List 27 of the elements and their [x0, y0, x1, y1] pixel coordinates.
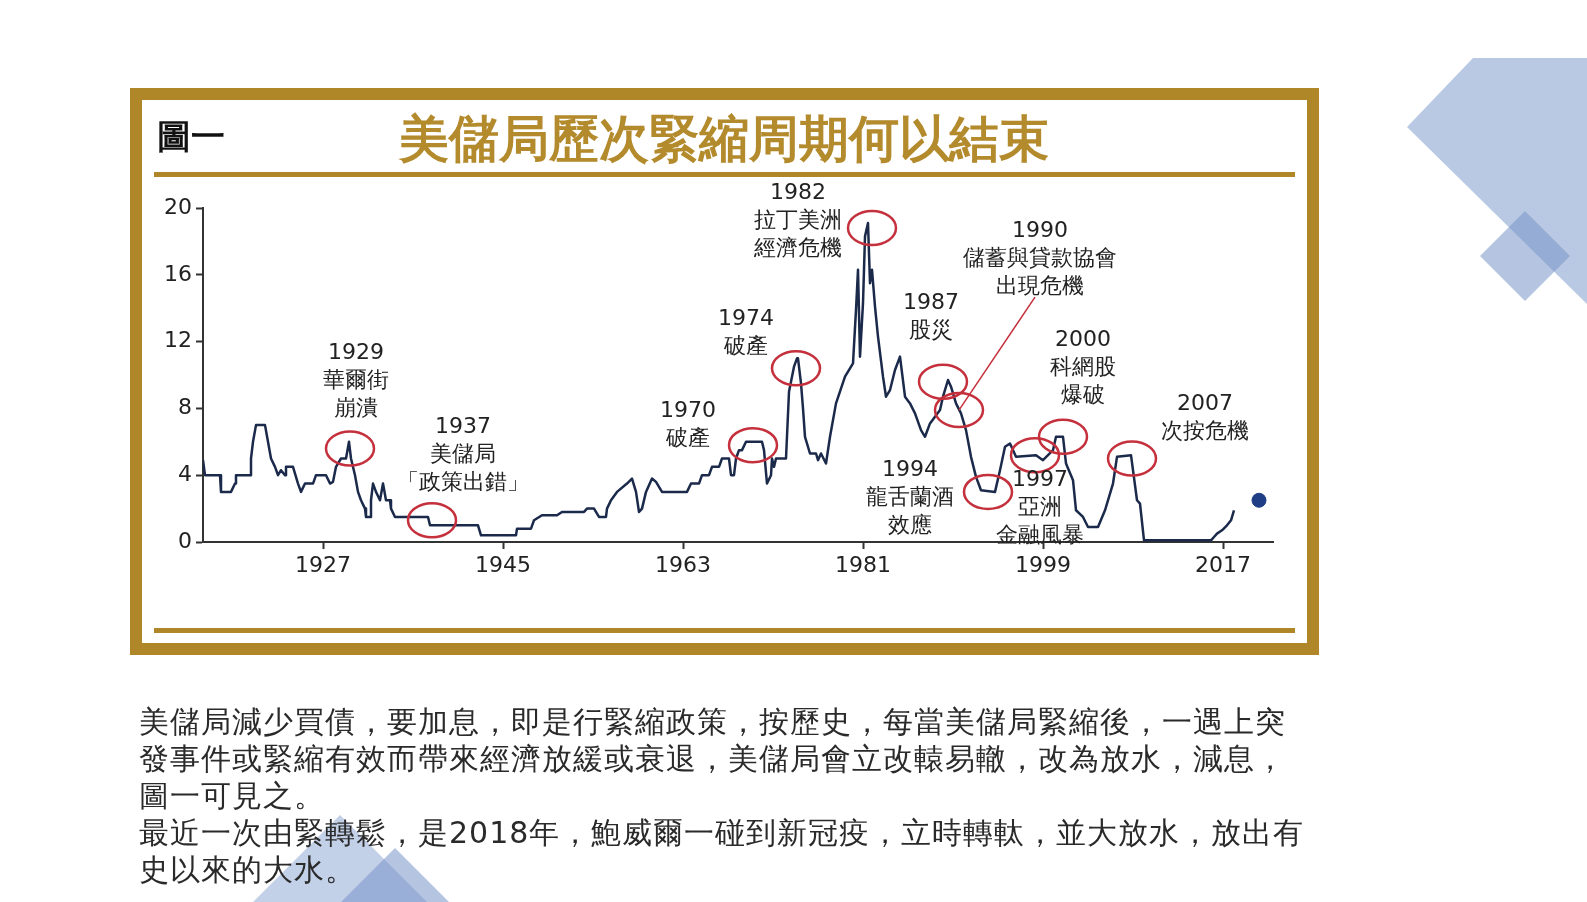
annotation: 1994 龍舌蘭酒效應	[866, 455, 954, 537]
y-tick-label: 20	[164, 193, 192, 219]
annotation: 1970 破產	[660, 396, 716, 450]
text: 美儲局減少買債，要加息，即是行緊縮政策，按歷史，每當美儲局緊縮後，一遇上突發事件或緊縮有效而帶來經濟放緩或衰退，美儲局會立改轅易轍，改為放水，減息，圖一可見之。	[139, 703, 1287, 814]
annotation: 1997 亞洲金融風暴	[996, 465, 1084, 547]
y-tick-label: 16	[164, 260, 192, 286]
annotation: 1990 儲蓄與貸款協會出現危機	[963, 216, 1117, 298]
y-tick-label: 8	[178, 394, 192, 420]
chart-title: 美儲局歷次緊縮周期何以結束	[398, 110, 1050, 168]
x-tick-label: 2017	[1195, 551, 1251, 577]
y-tick-label: 4	[178, 460, 192, 486]
text: 圖一	[157, 116, 225, 156]
annotation: 1974 破產	[718, 305, 774, 359]
x-tick-label: 1963	[655, 551, 711, 577]
y-tick-label: 0	[178, 527, 192, 553]
annotation: 1982 拉丁美洲經濟危機	[753, 178, 842, 260]
annotation: 1929 華爾街崩潰	[323, 339, 389, 421]
x-tick-label: 1945	[475, 551, 531, 577]
annotation: 1937 美儲局「政策出錯」	[397, 413, 529, 495]
y-tick-label: 12	[164, 327, 192, 353]
text: 最近一次由緊轉鬆，是2018年，鮑威爾一碰到新冠疫，立時轉軚，並大放水，放出有史以來的大水。	[139, 814, 1306, 888]
annotation: 1987 股災	[903, 289, 959, 343]
annotation: 2000 科網股爆破	[1050, 325, 1116, 407]
annotation: 2007 次按危機	[1161, 390, 1249, 444]
x-tick-label: 1927	[295, 551, 351, 577]
x-tick-label: 1981	[835, 551, 891, 577]
x-tick-label: 1999	[1015, 551, 1071, 577]
